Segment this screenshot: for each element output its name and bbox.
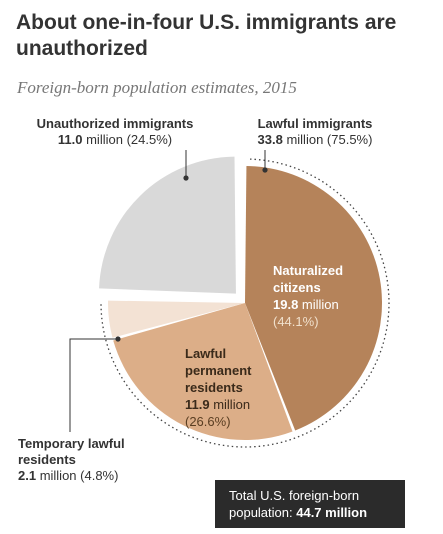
total-value: 44.7 million [296, 505, 368, 520]
leader-temporary [69, 336, 121, 432]
label-temporary-unit: million [36, 468, 81, 483]
label-lawful-value: 33.8 [257, 132, 283, 147]
total-population-box: Total U.S. foreign-born population: 44.7… [215, 480, 405, 528]
label-naturalized-unit: million [298, 297, 339, 312]
label-lawful-pct: (75.5%) [326, 132, 373, 147]
label-lawful-unit: million [282, 132, 327, 147]
leader-unauthorized [183, 150, 189, 181]
total-line2: population: [229, 505, 297, 520]
label-permanent: Lawful permanent residents 11.9 million … [185, 345, 295, 430]
label-unauthorized-value: 11.0 [57, 132, 83, 147]
slice-permanent [113, 303, 293, 441]
label-permanent-value: 11.9 [185, 397, 210, 412]
label-temporary-value: 2.1 [18, 468, 37, 483]
label-permanent-unit: million [209, 397, 251, 412]
label-lawful: Lawful immigrants 33.8 million (75.5%) [240, 116, 390, 148]
label-naturalized-name2: citizens [273, 280, 321, 295]
label-unauthorized: Unauthorized immigrants 11.0 million (24… [35, 116, 195, 148]
label-lawful-name: Lawful immigrants [257, 116, 373, 131]
label-unauthorized-name: Unauthorized immigrants [36, 116, 194, 131]
leader-lawful [262, 150, 268, 173]
label-unauthorized-pct: (24.5%) [126, 132, 173, 147]
slice-temporary [108, 300, 245, 338]
label-permanent-pct: (26.6%) [185, 414, 231, 429]
chart-title: About one-in-four U.S. immigrants are un… [16, 11, 397, 60]
label-temporary-name1: Temporary lawful [18, 436, 125, 451]
label-unauthorized-unit: million [82, 132, 127, 147]
label-naturalized-name1: Naturalized [273, 263, 344, 278]
chart-subtitle: Foreign-born population estimates, 2015 [17, 78, 297, 97]
label-permanent-name3: residents [185, 380, 243, 395]
label-temporary: Temporary lawful residents 2.1 million (… [18, 436, 208, 484]
slice-unauthorized [99, 156, 236, 294]
label-temporary-name2: residents [18, 452, 76, 467]
label-naturalized-pct: (44.1%) [273, 314, 319, 329]
slice-naturalized [245, 166, 382, 431]
total-line1: Total U.S. foreign-born [229, 488, 360, 503]
label-permanent-name1: Lawful [185, 346, 227, 361]
label-naturalized-value: 19.8 [273, 297, 299, 312]
label-permanent-name2: permanent [185, 363, 252, 378]
label-naturalized: Naturalized citizens 19.8 million (44.1%… [273, 262, 383, 330]
label-temporary-pct: (4.8%) [80, 468, 119, 483]
